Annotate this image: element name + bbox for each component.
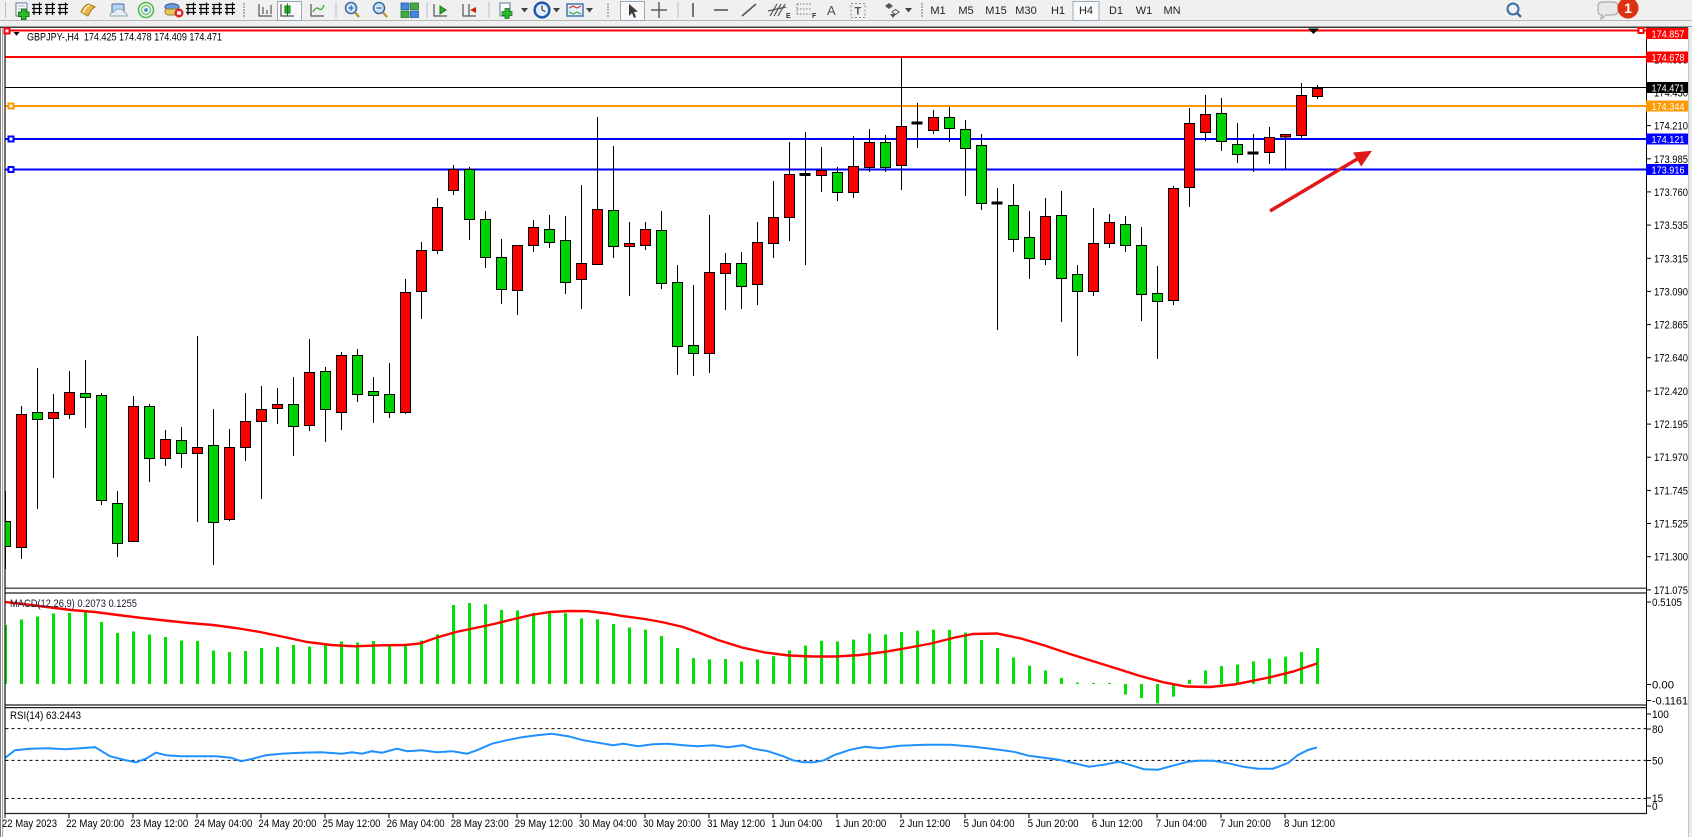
svg-text:MACD(12,26,9) 0.2073 0.1255: MACD(12,26,9) 0.2073 0.1255 [10, 598, 137, 610]
svg-text:171.970: 171.970 [1654, 452, 1688, 464]
svg-text:173.760: 173.760 [1654, 187, 1688, 199]
svg-text:A: A [827, 3, 836, 18]
svg-text:E: E [786, 13, 791, 20]
svg-text:M5: M5 [958, 5, 973, 17]
svg-text:H1: H1 [1051, 5, 1065, 17]
svg-text:M1: M1 [930, 5, 945, 17]
svg-text:172.865: 172.865 [1654, 320, 1688, 332]
svg-text:24 May 04:00: 24 May 04:00 [194, 818, 252, 830]
svg-text:30 May 04:00: 30 May 04:00 [579, 818, 637, 830]
svg-text:174.678: 174.678 [1652, 52, 1685, 64]
svg-text:30 May 20:00: 30 May 20:00 [643, 818, 701, 830]
svg-text:29 May 12:00: 29 May 12:00 [515, 818, 573, 830]
svg-text:31 May 12:00: 31 May 12:00 [707, 818, 765, 830]
svg-text:173.916: 173.916 [1652, 164, 1685, 176]
svg-text:50: 50 [1652, 756, 1663, 768]
svg-text:173.090: 173.090 [1654, 286, 1688, 298]
svg-text:0.00: 0.00 [1652, 680, 1674, 692]
svg-text:173.315: 173.315 [1654, 253, 1688, 265]
svg-text:171.300: 171.300 [1654, 552, 1688, 564]
svg-text:22 May 2023: 22 May 2023 [2, 818, 57, 830]
svg-text:100: 100 [1652, 709, 1669, 721]
svg-text:7 Jun 04:00: 7 Jun 04:00 [1156, 818, 1207, 830]
svg-text:MN: MN [1163, 5, 1180, 17]
svg-text:174.471: 174.471 [1652, 82, 1685, 94]
svg-text:23 May 12:00: 23 May 12:00 [130, 818, 188, 830]
svg-text:5 Jun 20:00: 5 Jun 20:00 [1028, 818, 1079, 830]
svg-text:0.5105: 0.5105 [1652, 597, 1682, 609]
svg-text:H4: H4 [1079, 5, 1093, 17]
svg-text:24 May 20:00: 24 May 20:00 [258, 818, 316, 830]
svg-text:171.745: 171.745 [1654, 485, 1688, 497]
svg-text:174.344: 174.344 [1652, 101, 1685, 113]
svg-text:174.857: 174.857 [1652, 28, 1685, 40]
svg-text:F: F [812, 13, 817, 20]
svg-text:5 Jun 04:00: 5 Jun 04:00 [964, 818, 1015, 830]
svg-text:W1: W1 [1136, 5, 1153, 17]
svg-text:2 Jun 12:00: 2 Jun 12:00 [899, 818, 950, 830]
svg-text:7 Jun 20:00: 7 Jun 20:00 [1220, 818, 1271, 830]
svg-text:0: 0 [1652, 801, 1658, 813]
svg-text:172.640: 172.640 [1654, 353, 1688, 365]
svg-text:172.420: 172.420 [1654, 386, 1688, 398]
svg-text:6 Jun 12:00: 6 Jun 12:00 [1092, 818, 1143, 830]
svg-text:RSI(14) 63.2443: RSI(14) 63.2443 [10, 710, 81, 722]
svg-text:173.535: 173.535 [1654, 220, 1688, 232]
svg-text:T: T [855, 6, 862, 18]
svg-text:172.195: 172.195 [1654, 419, 1688, 431]
svg-text:171.525: 171.525 [1654, 519, 1688, 531]
svg-text:25 May 12:00: 25 May 12:00 [323, 818, 381, 830]
svg-text:174.121: 174.121 [1652, 134, 1685, 146]
svg-text:80: 80 [1652, 724, 1663, 736]
svg-text:1 Jun 04:00: 1 Jun 04:00 [771, 818, 822, 830]
svg-text:15: 15 [1652, 793, 1663, 805]
svg-text:8 Jun 12:00: 8 Jun 12:00 [1284, 818, 1335, 830]
svg-text:M15: M15 [985, 5, 1006, 17]
svg-text:174.210: 174.210 [1654, 121, 1688, 133]
svg-text:1 Jun 20:00: 1 Jun 20:00 [835, 818, 886, 830]
svg-text:M30: M30 [1015, 5, 1036, 17]
svg-text:171.075: 171.075 [1654, 585, 1688, 597]
svg-text:D1: D1 [1109, 5, 1123, 17]
svg-text:173.985: 173.985 [1654, 154, 1688, 166]
svg-text:1: 1 [1624, 0, 1632, 16]
svg-text:26 May 04:00: 26 May 04:00 [387, 818, 445, 830]
svg-text:-0.1161: -0.1161 [1652, 696, 1688, 708]
svg-text:28 May 23:00: 28 May 23:00 [451, 818, 509, 830]
svg-text:22 May 20:00: 22 May 20:00 [66, 818, 124, 830]
svg-text:GBPJPY-,H4 174.425 174.478 17: GBPJPY-,H4 174.425 174.478 174.409 174.4… [27, 32, 222, 44]
